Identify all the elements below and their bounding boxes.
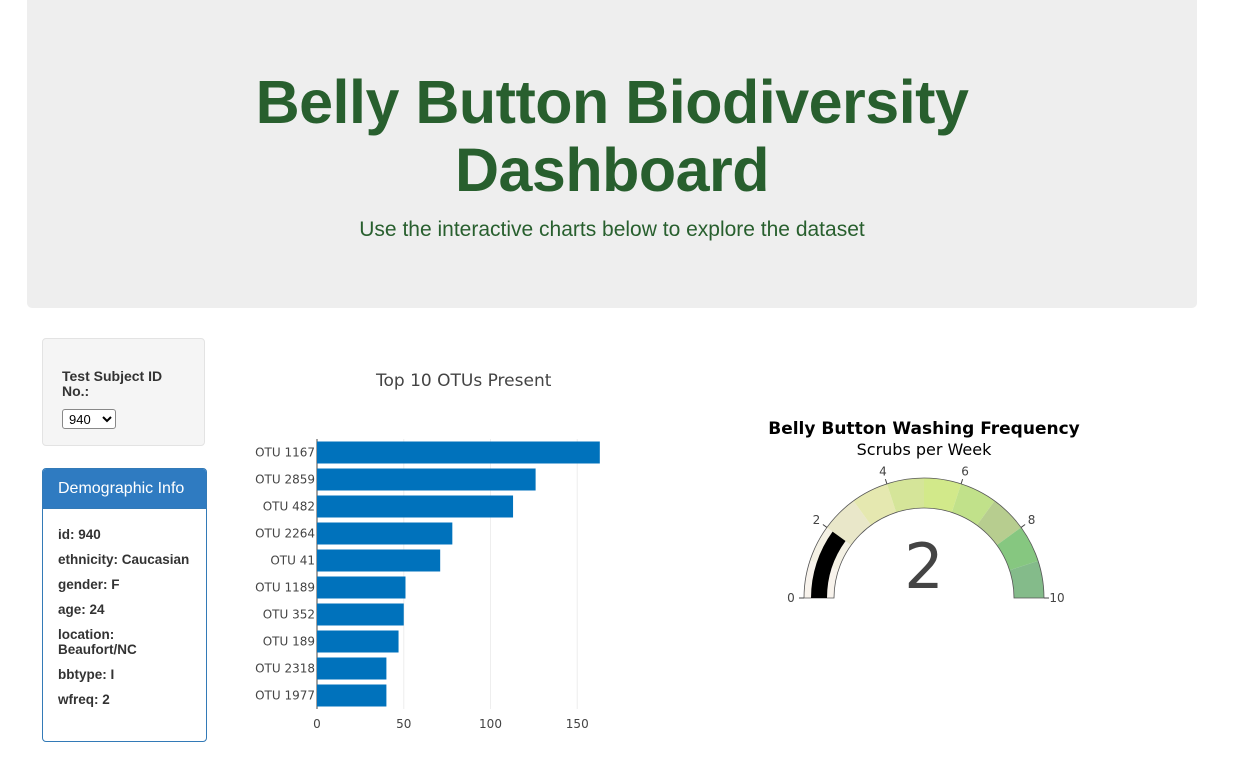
demo-gender: gender: F [58,577,120,592]
gauge-tick-label: 0 [787,591,795,605]
demo-location: location: Beaufort/NC [58,627,137,657]
bar-category-label: OTU 482 [263,500,315,514]
bar-mark[interactable] [317,657,387,680]
gauge-tick [1020,524,1026,528]
bar-mark[interactable] [317,603,404,626]
bar-mark[interactable] [317,684,387,707]
header-banner: Belly Button Biodiversity Dashboard Use … [27,0,1197,308]
gauge-step [826,500,872,546]
gauge-step [1009,560,1044,598]
bar-category-label: OTU 352 [263,608,315,622]
bar-mark[interactable] [317,522,453,545]
bar-mark[interactable] [317,549,441,572]
demographic-heading: Demographic Info [43,469,206,509]
bar-category-label: OTU 1189 [255,581,315,595]
subject-id-label: Test Subject ID No.: [62,368,163,399]
bar-mark[interactable] [317,630,399,653]
gauge-value-number: 2 [904,530,943,603]
bar-mark[interactable] [317,468,536,491]
bar-chart-title: Top 10 OTUs Present [376,371,552,391]
bar-category-label: OTU 2318 [255,662,315,676]
gauge-tick-label: 4 [879,465,887,479]
gauge-tick-label: 2 [813,513,821,527]
demographic-panel: Demographic Info id: 940 ethnicity: Cauc… [42,468,207,742]
bar-chart: 0 50 100 150 OTU 1167 OTU 2859 OTU 482 OTU 2264… [255,439,600,731]
bar-category-label: OTU 189 [263,635,315,649]
page-title: Belly Button Biodiversity Dashboard [27,68,1197,204]
gauge-value-bar [811,531,846,598]
title-line-1: Belly Button Biodiversity [255,68,969,136]
gauge-step [924,478,962,513]
gauge-outline [803,477,1045,599]
bar-mark[interactable] [317,576,406,599]
gauge-tick-label: 6 [961,465,969,479]
demo-ethnicity: ethnicity: Caucasian [58,552,190,567]
bar-mark[interactable] [317,441,600,464]
subject-id-select[interactable]: 940 [62,409,116,429]
page-subtitle: Use the interactive charts below to expl… [359,218,865,241]
demo-wfreq: wfreq: 2 [58,692,110,707]
bar-category-label: OTU 2264 [255,527,315,541]
gauge-tick [884,478,888,485]
bar-category-label: OTU 1167 [255,446,315,460]
title-line-2: Dashboard [454,136,770,204]
gauge-tick-label: 8 [1028,513,1036,527]
bar-category-label: OTU 41 [270,554,315,568]
bar-x-tick-label: 50 [396,717,411,731]
subject-selector-panel: Test Subject ID No.: 940 [42,338,205,446]
bar-x-tick-label: 100 [479,717,502,731]
gauge-title: Belly Button Washing Frequency [768,419,1080,439]
gauge-tick [960,478,964,485]
bar-mark[interactable] [317,495,514,518]
gauge-step [976,500,1022,546]
gauge-step [886,478,924,513]
demo-bbtype: bbtype: I [58,667,115,682]
bar-x-tick-label: 150 [566,717,589,731]
demographic-body: id: 940 ethnicity: Caucasian gender: F a… [43,509,206,707]
gauge-subtitle: Scrubs per Week [857,440,992,459]
bar-category-label: OTU 1977 [255,689,315,703]
gauge-tick-label: 10 [1049,591,1064,605]
gauge-tick [822,524,828,528]
demo-age: age: 24 [58,602,105,617]
bar-category-label: OTU 2859 [255,473,315,487]
bar-x-tick-label: 0 [313,717,321,731]
demo-id: id: 940 [58,527,101,542]
